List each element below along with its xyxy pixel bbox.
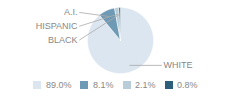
svg-text:A.I.: A.I. <box>64 7 78 17</box>
svg-text:BLACK: BLACK <box>48 35 78 45</box>
svg-text:HISPANIC: HISPANIC <box>36 21 78 31</box>
html-text:2.1%: 2.1% <box>135 80 156 90</box>
html-text:8.1%: 8.1% <box>93 80 114 90</box>
html-text:89.0%: 89.0% <box>46 80 72 90</box>
svg-text:WHITE: WHITE <box>163 60 192 70</box>
html-text:0.8%: 0.8% <box>177 80 198 90</box>
